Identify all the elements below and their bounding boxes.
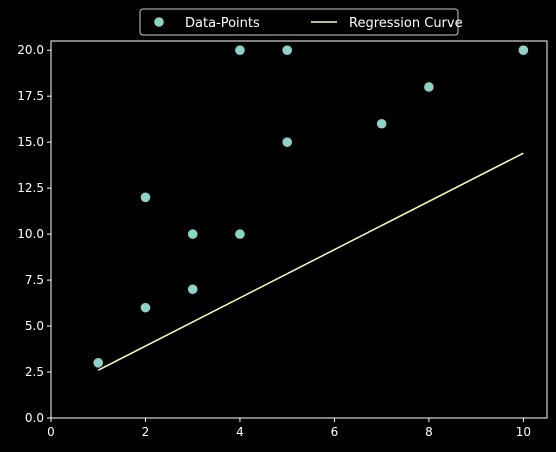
x-tick-label: 6 <box>331 425 339 439</box>
data-point <box>187 229 198 239</box>
y-tick-label: 2.5 <box>25 365 44 379</box>
y-tick-label: 12.5 <box>17 181 44 195</box>
data-point <box>140 302 151 313</box>
x-tick-label: 10 <box>516 425 531 439</box>
data-point <box>424 82 434 92</box>
x-tick-label: 4 <box>236 425 244 439</box>
y-axis: 0.0 2.5 5.0 7.5 10.0 12.5 15.0 17.5 20.0 <box>17 43 51 425</box>
plot-area <box>50 40 548 419</box>
legend-marker <box>154 17 164 27</box>
x-tick-label: 0 <box>47 425 55 439</box>
y-tick-label: 5.0 <box>25 319 44 333</box>
data-point <box>93 358 104 368</box>
data-point <box>187 284 198 295</box>
regression-line <box>97 152 524 371</box>
data-point <box>140 192 151 203</box>
legend-label: Regression Curve <box>349 16 463 31</box>
data-point <box>376 118 387 129</box>
y-tick-label: 0.0 <box>25 411 44 425</box>
data-point <box>235 229 245 239</box>
data-point <box>282 137 292 147</box>
y-tick-label: 20.0 <box>17 43 44 57</box>
data-point <box>235 45 245 55</box>
y-tick-label: 15.0 <box>17 135 44 149</box>
y-tick-label: 10.0 <box>17 227 44 241</box>
y-tick-label: 7.5 <box>25 273 44 287</box>
legend: Data-Points Regression Curve <box>139 8 463 36</box>
x-tick-label: 8 <box>425 425 433 439</box>
axes-frame <box>50 40 548 419</box>
x-tick-label: 2 <box>142 425 150 439</box>
data-point <box>282 45 292 55</box>
y-tick-label: 17.5 <box>17 89 44 103</box>
legend-box <box>139 8 459 36</box>
legend-label: Data-Points <box>185 16 260 31</box>
x-axis: 0 2 4 6 8 10 <box>47 418 531 439</box>
data-point <box>518 45 529 55</box>
